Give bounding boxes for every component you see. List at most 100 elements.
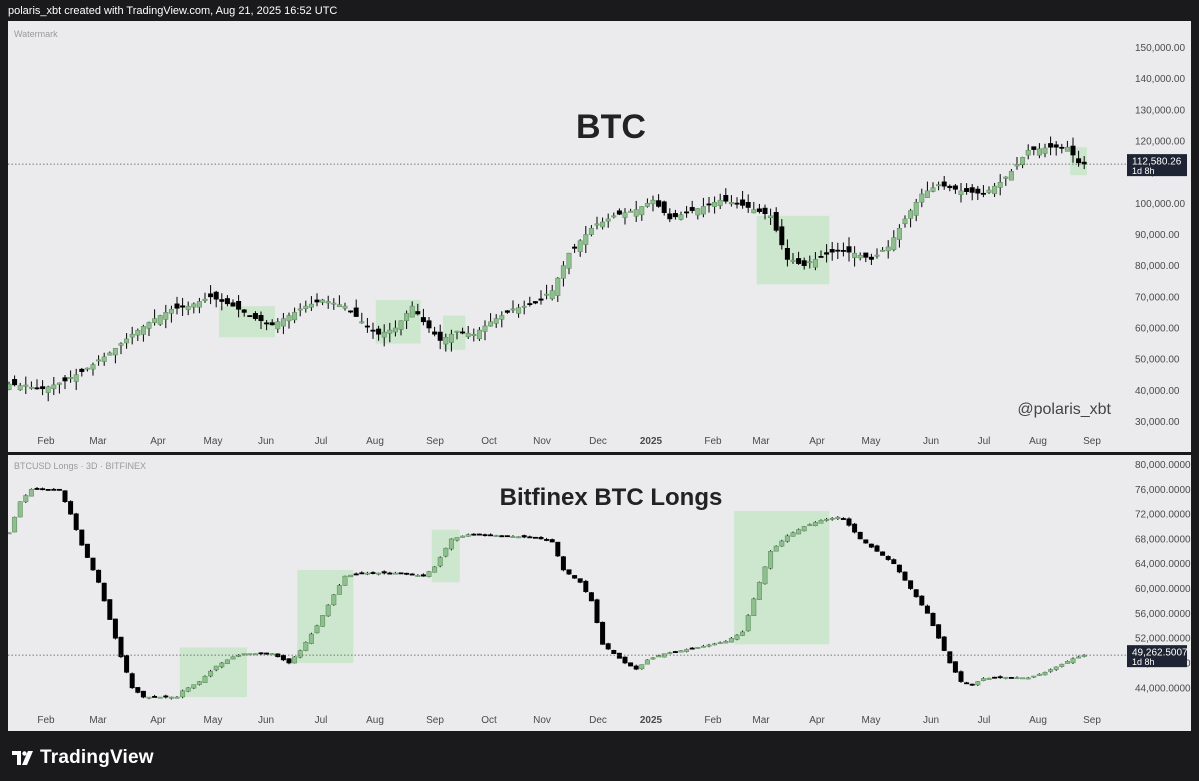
y-tick-label: 72,000.0000 [1135, 510, 1191, 521]
candle-body [868, 256, 874, 260]
price-label: 49,262.5007 [1132, 648, 1188, 659]
candle-body [868, 543, 874, 548]
candle-body [527, 303, 533, 306]
y-tick-label: 44,000.0000 [1135, 683, 1191, 694]
candle-body [426, 320, 432, 329]
y-tick-label: 76,000.0000 [1135, 485, 1191, 496]
candle-body [129, 333, 135, 338]
candle-body [644, 203, 650, 207]
candle-body [947, 185, 953, 189]
candle-body [852, 252, 858, 258]
candle-body [269, 653, 275, 656]
candle-body [779, 226, 785, 246]
candle-body [784, 247, 790, 260]
candle-body [695, 208, 701, 216]
candle-body [404, 572, 410, 575]
candle-body [236, 654, 242, 657]
candle-body [516, 536, 522, 539]
candle-body [129, 673, 135, 689]
candle-body [1025, 150, 1031, 156]
candle-body [628, 662, 634, 667]
candle-body [90, 364, 96, 370]
candle-body [751, 598, 757, 616]
candle-body [381, 571, 387, 574]
candle-body [756, 208, 762, 212]
y-tick-label: 150,000.00 [1135, 43, 1185, 54]
candle-body [17, 501, 23, 518]
candle-body [807, 524, 813, 526]
price-label: 112,580.26 [1132, 157, 1182, 168]
candle-body [219, 662, 225, 668]
candle-body [448, 333, 454, 343]
candle-body [230, 302, 236, 307]
candle-body [8, 383, 12, 391]
candle-body [840, 249, 846, 252]
candle-body [605, 643, 611, 650]
candle-body [712, 643, 718, 646]
candle-body [12, 379, 18, 386]
candle-body [28, 386, 34, 389]
candle-body [717, 642, 723, 645]
candle-body [633, 209, 639, 217]
candle-body [824, 518, 830, 521]
candle-body [824, 252, 830, 255]
candle-body [532, 536, 538, 539]
candle-body [325, 301, 331, 304]
candle-body [314, 299, 320, 303]
candle-body [73, 374, 79, 382]
x-tick-label: Dec [589, 715, 607, 726]
candle-body [600, 221, 606, 228]
candle-body [465, 332, 471, 338]
candle-body [712, 201, 718, 207]
candle-body [521, 535, 527, 538]
candle-body [740, 199, 746, 206]
candle-body [336, 585, 342, 595]
candle-body [1031, 675, 1037, 678]
candle-body [135, 330, 141, 336]
candle-body [241, 653, 247, 656]
candle-body [790, 259, 796, 262]
candle-body [163, 312, 169, 320]
x-tick-label: Apr [150, 715, 166, 726]
candle-body [930, 612, 936, 627]
candle-body [146, 322, 152, 329]
candle-body [762, 207, 768, 215]
candle-body [919, 193, 925, 203]
panel-label: Watermark [14, 29, 58, 39]
candle-body [510, 536, 516, 538]
longs-chart-svg: 80,000.0000 76,000.0000 72,000.0000 68,000.… [8, 460, 1191, 726]
candle-body [885, 556, 891, 560]
candle-body [656, 655, 662, 658]
candle-body [17, 385, 23, 391]
btc-longs-panel[interactable]: 80,000.0000 76,000.0000 72,000.0000 68,000.… [8, 455, 1191, 731]
x-tick-label: May [862, 715, 881, 726]
candle-body [745, 615, 751, 632]
candle-body [880, 249, 886, 252]
x-tick-label: Jun [923, 436, 939, 447]
candle-body [180, 690, 186, 698]
candle-body [208, 293, 214, 298]
candle-body [432, 566, 438, 573]
candle-body [73, 513, 79, 530]
candle-body [818, 256, 824, 258]
candle-body [68, 377, 74, 379]
candle-body [101, 582, 107, 602]
candle-body [252, 653, 258, 656]
candle-body [684, 211, 690, 214]
candle-body [936, 624, 942, 639]
x-tick-label: 2025 [640, 436, 663, 447]
candle-body [600, 621, 606, 645]
candle-body [241, 309, 247, 313]
candle-body [975, 188, 981, 194]
y-tick-label: 30,000.00 [1135, 417, 1180, 428]
candle-body [980, 192, 986, 195]
candle-body [336, 304, 342, 308]
candle-body [583, 234, 589, 245]
candle-body [297, 650, 303, 658]
candle-body [728, 201, 734, 205]
btc-price-panel[interactable]: 150,000.00 140,000.00 130,000.00 120,000.00… [8, 21, 1191, 452]
candle-body [51, 384, 57, 390]
candle-body [1053, 666, 1059, 670]
candle-body [107, 352, 113, 356]
y-tick-label: 120,000.00 [1135, 137, 1185, 148]
